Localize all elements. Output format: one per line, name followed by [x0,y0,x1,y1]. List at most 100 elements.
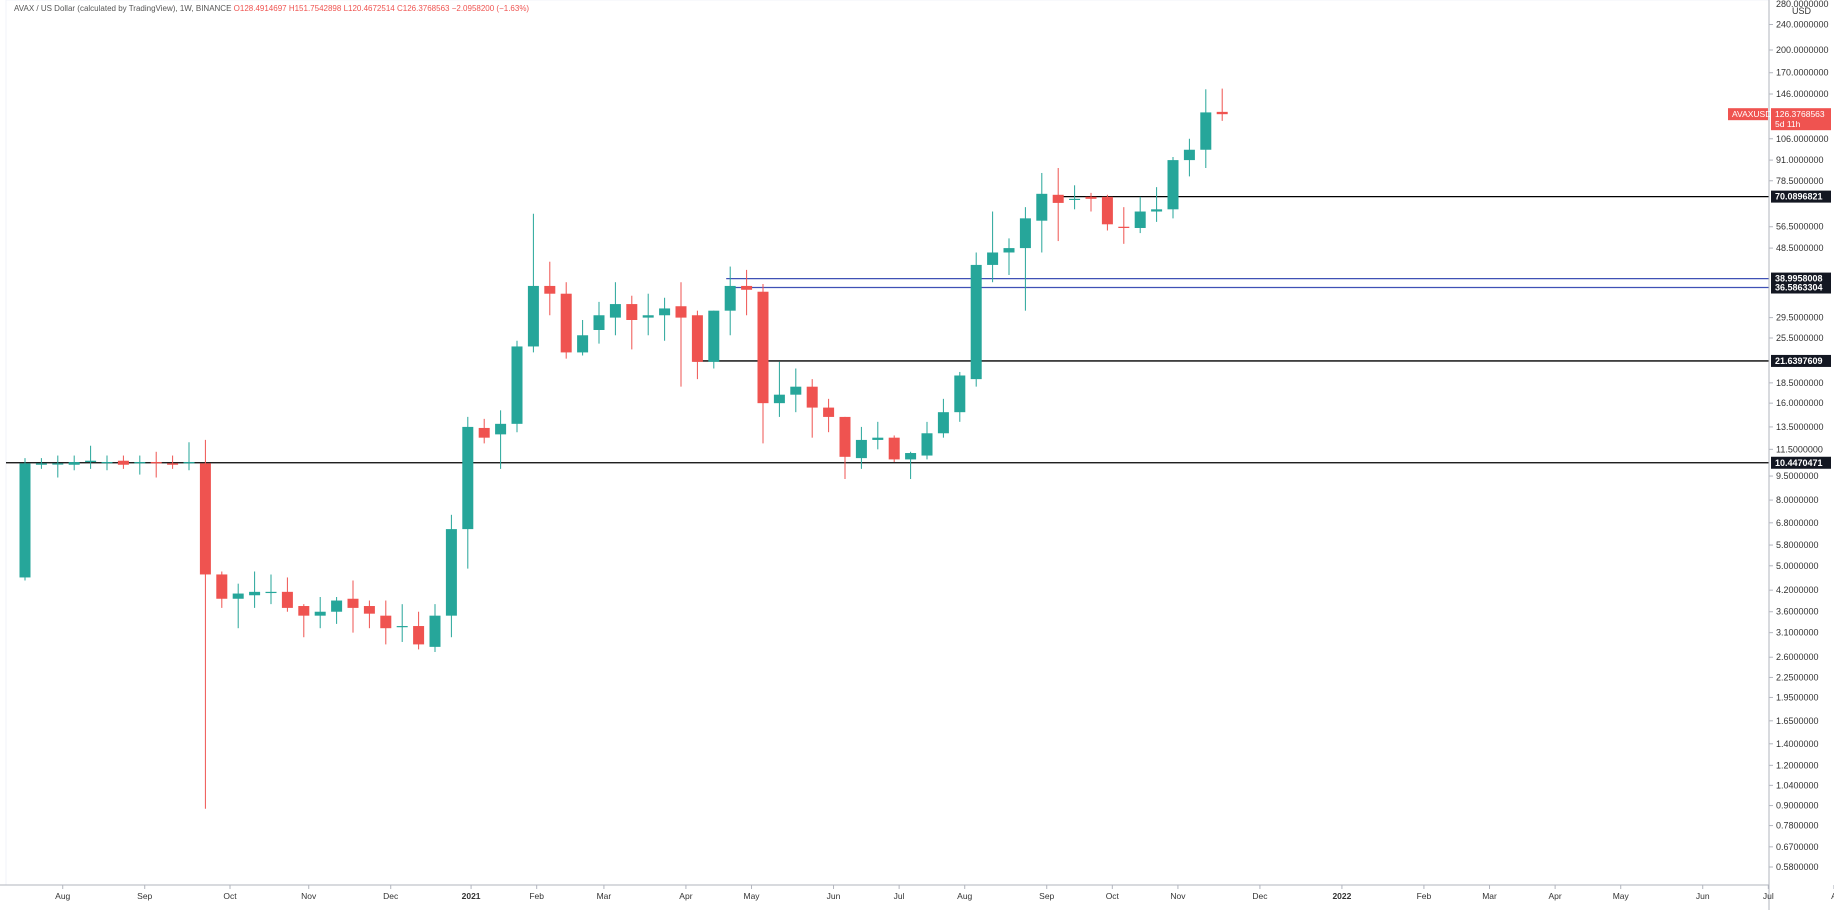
candle-body[interactable] [134,462,146,464]
candle-body[interactable] [380,615,392,629]
candle-body[interactable] [823,407,835,417]
x-tick-label: Jul [1763,891,1774,901]
candle-body[interactable] [659,308,671,316]
candle-body[interactable] [609,304,621,318]
candle-body[interactable] [675,306,687,318]
candle-body[interactable] [511,346,523,424]
candle-body[interactable] [954,375,966,413]
candle-body[interactable] [1085,196,1097,199]
candle-body[interactable] [626,304,638,321]
y-tick-label: 0.7800000 [1776,821,1819,831]
candle-body[interactable] [445,529,457,616]
candle-body[interactable] [363,606,375,614]
candle-body[interactable] [298,606,310,616]
candle-body[interactable] [167,463,179,465]
candle-body[interactable] [544,285,556,294]
candle-body[interactable] [560,293,572,353]
candle-body[interactable] [577,335,589,353]
candle-body[interactable] [1069,198,1081,200]
y-tick-label: 146.0000000 [1776,89,1829,99]
candle-body[interactable] [921,433,933,456]
candle-body[interactable] [495,423,507,435]
candle-body[interactable] [1216,111,1228,115]
candle-body[interactable] [249,591,261,596]
candle-body[interactable] [970,264,982,380]
candle-body[interactable] [52,463,64,465]
candle-body[interactable] [527,285,539,347]
candle-body[interactable] [232,593,244,599]
y-tick-label: 16.0000000 [1776,398,1824,408]
x-tick-label: Sep [1039,891,1054,901]
candle-body[interactable] [642,315,654,318]
candle-body[interactable] [1101,196,1113,225]
candle-body[interactable] [839,416,851,457]
candle-body[interactable] [1183,149,1195,161]
candle-body[interactable] [1151,209,1163,212]
candle-body[interactable] [905,453,917,460]
candle-body[interactable] [741,285,753,290]
y-tick-label: 11.5000000 [1776,444,1823,454]
candle-body[interactable] [68,462,80,465]
x-tick-label: A [1831,891,1834,901]
candle-body[interactable] [314,611,326,616]
y-tick-label: 2.6000000 [1776,652,1819,662]
x-tick-label: Mar [1482,891,1497,901]
candle-body[interactable] [691,315,703,362]
candle-body[interactable] [35,463,47,465]
candle-body[interactable] [708,310,720,362]
x-tick-label: Oct [1106,891,1120,901]
candle-body[interactable] [1200,112,1212,150]
candle-body[interactable] [1003,248,1015,253]
level-tag-label: 36.5863304 [1775,283,1823,293]
candle-body[interactable] [806,386,818,408]
x-tick-label: Apr [679,891,692,901]
y-tick-label: 0.9000000 [1776,801,1819,811]
candle-body[interactable] [1118,226,1130,228]
candle-body[interactable] [855,439,867,459]
candle-body[interactable] [790,386,802,395]
candle-body[interactable] [183,462,195,464]
candle-body[interactable] [1134,211,1146,228]
candle-body[interactable] [429,615,441,647]
candle-body[interactable] [478,427,490,438]
countdown-label: 5d 11h [1775,119,1801,129]
x-tick-label: Jun [1696,891,1710,901]
candle-body[interactable] [265,591,277,594]
y-tick-label: 1.9500000 [1776,692,1819,702]
candle-body[interactable] [1052,194,1064,203]
candle-body[interactable] [593,315,605,330]
candle-body[interactable] [773,394,785,404]
y-tick-label: 3.1000000 [1776,628,1819,638]
candle-body[interactable] [888,437,900,460]
candle-body[interactable] [85,460,97,463]
candle-body[interactable] [462,426,474,530]
ohlc-open: O128.4914697 [233,4,287,13]
candle-body[interactable] [281,591,293,608]
candle-body[interactable] [1167,160,1179,210]
candle-body[interactable] [19,463,31,578]
candle-body[interactable] [937,412,949,434]
candle-body[interactable] [987,252,999,265]
candle-body[interactable] [396,626,408,628]
candle-body[interactable] [872,437,884,440]
level-tag [1771,354,1831,367]
candle-body[interactable] [150,462,162,464]
candle-body[interactable] [101,462,113,464]
candle-body[interactable] [757,291,769,404]
x-tick-label: Dec [383,891,399,901]
horizontal-levels[interactable] [6,195,1769,464]
candle-body[interactable] [1036,193,1048,221]
candles[interactable] [19,88,1228,809]
candle-body[interactable] [331,600,343,612]
candle-body[interactable] [724,285,736,311]
x-tick-label: 2021 [462,891,481,901]
candle-body[interactable] [1019,218,1031,249]
candle-body[interactable] [216,574,228,599]
candle-body[interactable] [347,598,359,608]
x-tick-label: Feb [529,891,544,901]
candle-body[interactable] [199,463,211,575]
candle-body[interactable] [117,460,129,465]
candle-body[interactable] [413,626,425,645]
